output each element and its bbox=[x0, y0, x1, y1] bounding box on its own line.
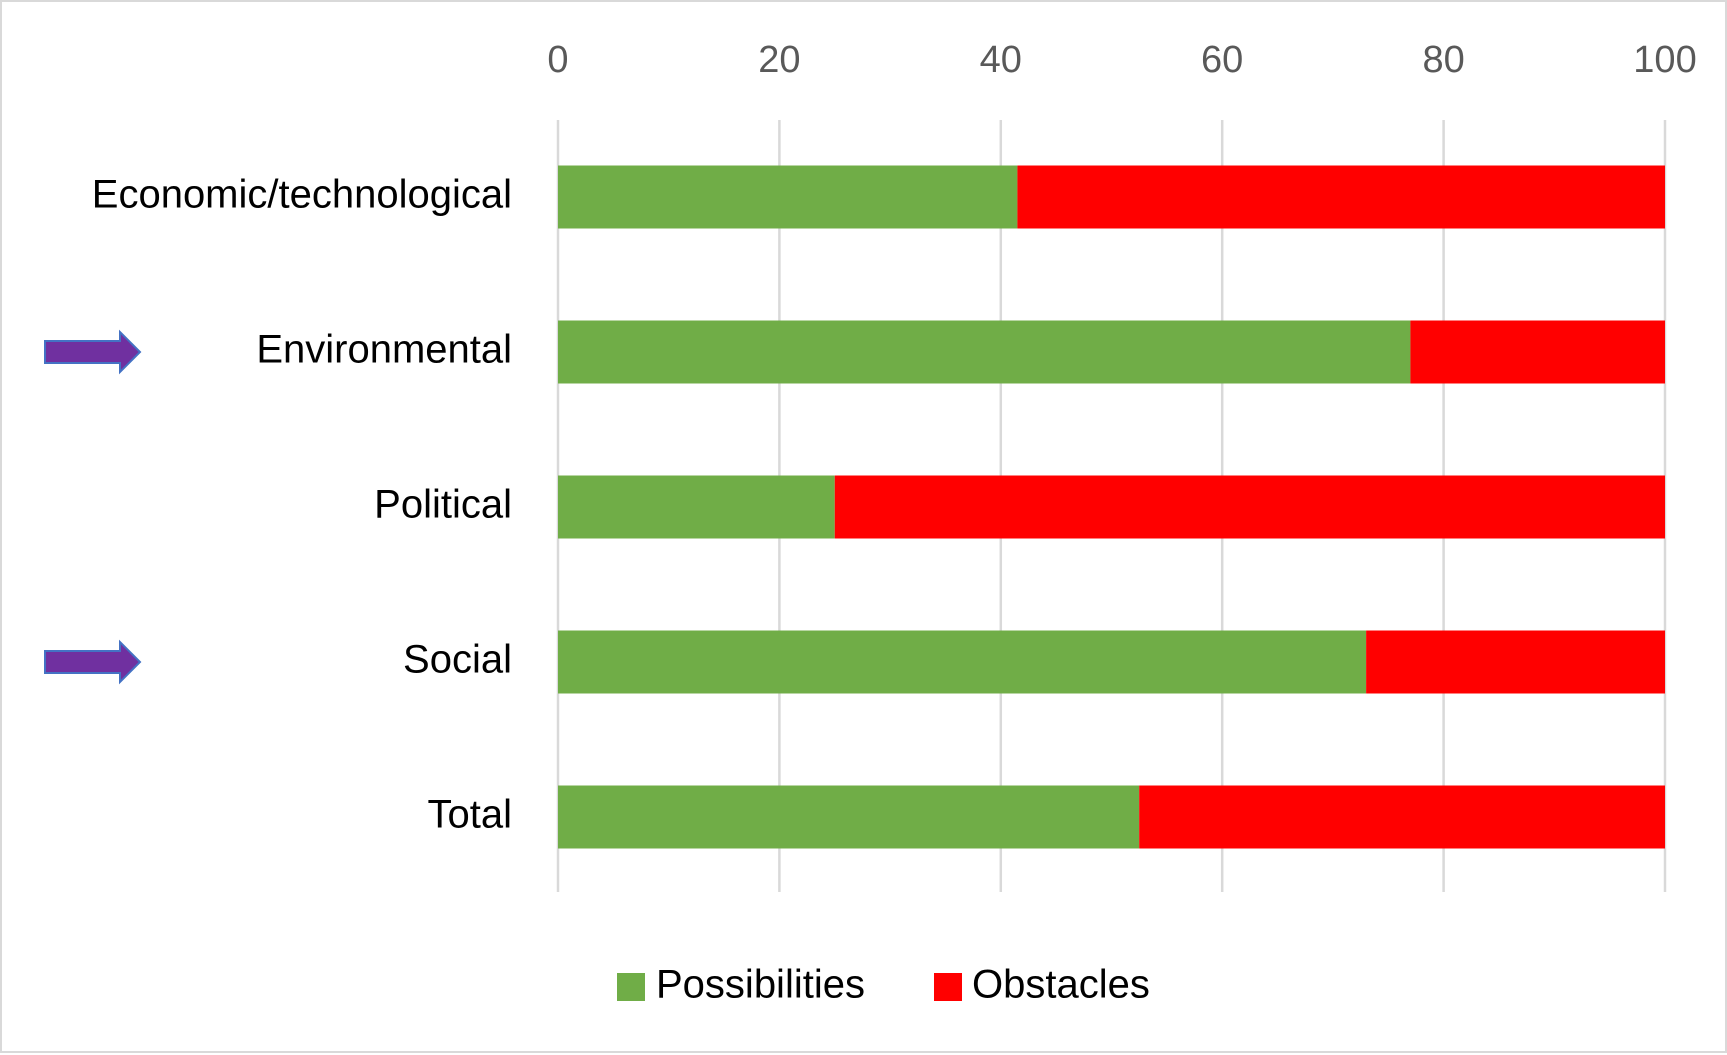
legend-swatch-obstacles bbox=[934, 973, 962, 1001]
right-arrow-icon bbox=[44, 329, 142, 375]
x-axis-ticks: 0 20 40 60 80 100 bbox=[547, 39, 1696, 81]
x-tick-label-60: 60 bbox=[1201, 39, 1243, 81]
x-tick-label-80: 80 bbox=[1422, 39, 1464, 81]
right-arrow-icon bbox=[44, 639, 142, 685]
bar-obstacles-2 bbox=[834, 475, 1665, 539]
bar-possibilities-0 bbox=[558, 165, 1018, 229]
x-tick-label-0: 0 bbox=[547, 39, 568, 81]
bar-obstacles-0 bbox=[1017, 165, 1665, 229]
bars bbox=[558, 165, 1665, 849]
category-labels: Economic/technological Environmental Polit… bbox=[92, 173, 512, 837]
x-tick-label-20: 20 bbox=[758, 39, 800, 81]
legend-label-obstacles: Obstacles bbox=[972, 963, 1150, 1007]
x-tick-label-40: 40 bbox=[980, 39, 1022, 81]
x-tick-label-100: 100 bbox=[1633, 39, 1696, 81]
bar-obstacles-4 bbox=[1139, 785, 1665, 849]
category-label-1: Environmental bbox=[256, 328, 512, 372]
bar-obstacles-1 bbox=[1410, 320, 1665, 384]
legend-label-possibilities: Possibilities bbox=[656, 963, 865, 1007]
category-label-2: Political bbox=[374, 483, 512, 527]
bar-obstacles-3 bbox=[1366, 630, 1665, 694]
bar-possibilities-1 bbox=[558, 320, 1411, 384]
bar-possibilities-2 bbox=[558, 475, 835, 539]
legend-swatch-possibilities bbox=[617, 973, 645, 1001]
bar-possibilities-4 bbox=[558, 785, 1140, 849]
category-label-0: Economic/technological bbox=[92, 173, 512, 217]
category-label-4: Total bbox=[428, 793, 513, 837]
highlight-markers bbox=[44, 329, 142, 685]
legend: Possibilities Obstacles bbox=[617, 963, 1150, 1007]
bar-possibilities-3 bbox=[558, 630, 1367, 694]
category-label-3: Social bbox=[403, 638, 512, 682]
